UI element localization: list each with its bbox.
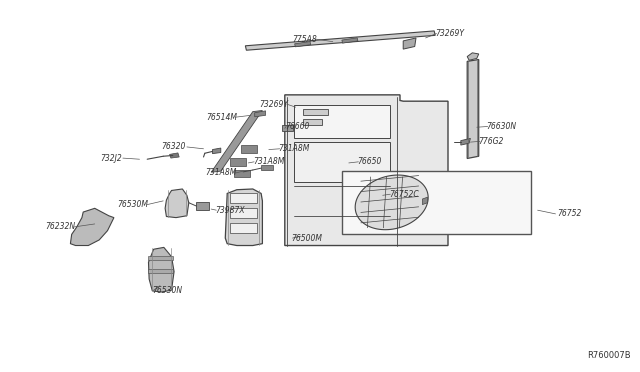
Text: 731A8M: 731A8M	[278, 144, 310, 153]
Bar	[148, 269, 173, 273]
Text: 76320: 76320	[161, 142, 186, 151]
Text: 76660: 76660	[285, 122, 309, 131]
Bar	[342, 171, 531, 234]
Text: 731A8M: 731A8M	[253, 157, 284, 166]
Text: 775A8: 775A8	[292, 35, 317, 44]
Polygon shape	[212, 148, 221, 154]
Text: 76752: 76752	[557, 209, 581, 218]
Polygon shape	[245, 31, 435, 50]
Polygon shape	[170, 153, 179, 158]
Bar	[303, 109, 328, 115]
Text: 76650: 76650	[357, 157, 381, 166]
Polygon shape	[255, 111, 266, 117]
Bar	[230, 223, 257, 232]
Bar	[303, 119, 322, 125]
Bar	[241, 145, 257, 153]
Polygon shape	[294, 42, 311, 47]
Bar	[282, 125, 293, 131]
Polygon shape	[285, 95, 448, 246]
Text: 76752C: 76752C	[389, 190, 419, 199]
Text: 76514M: 76514M	[206, 113, 237, 122]
Text: 732J2: 732J2	[100, 154, 122, 163]
Text: 73987X: 73987X	[215, 206, 244, 215]
Polygon shape	[70, 208, 114, 246]
Polygon shape	[403, 38, 416, 49]
Text: R760007B: R760007B	[587, 351, 630, 360]
Polygon shape	[294, 105, 390, 138]
Text: 76530M: 76530M	[118, 200, 148, 209]
Polygon shape	[342, 38, 358, 43]
Bar	[230, 193, 257, 203]
Text: 776G2: 776G2	[479, 137, 504, 146]
Polygon shape	[422, 197, 428, 205]
Polygon shape	[467, 60, 479, 158]
Polygon shape	[148, 247, 174, 292]
Text: 73269Y: 73269Y	[259, 100, 288, 109]
Text: 76630N: 76630N	[486, 122, 516, 131]
Polygon shape	[225, 189, 262, 246]
Bar	[234, 170, 250, 177]
Polygon shape	[461, 138, 470, 145]
Bar	[196, 202, 209, 210]
Polygon shape	[355, 175, 428, 230]
Polygon shape	[467, 53, 479, 60]
Polygon shape	[165, 189, 189, 218]
Text: 76232N: 76232N	[45, 222, 76, 231]
Text: 76530N: 76530N	[152, 286, 182, 295]
Polygon shape	[294, 142, 390, 182]
Text: 731A8M: 731A8M	[205, 169, 237, 177]
Polygon shape	[211, 110, 262, 172]
Bar	[230, 158, 246, 166]
Text: 76500M: 76500M	[291, 234, 322, 243]
Bar	[230, 208, 257, 218]
Text: 73269Y: 73269Y	[435, 29, 464, 38]
Bar	[148, 256, 173, 260]
Bar	[261, 165, 273, 170]
